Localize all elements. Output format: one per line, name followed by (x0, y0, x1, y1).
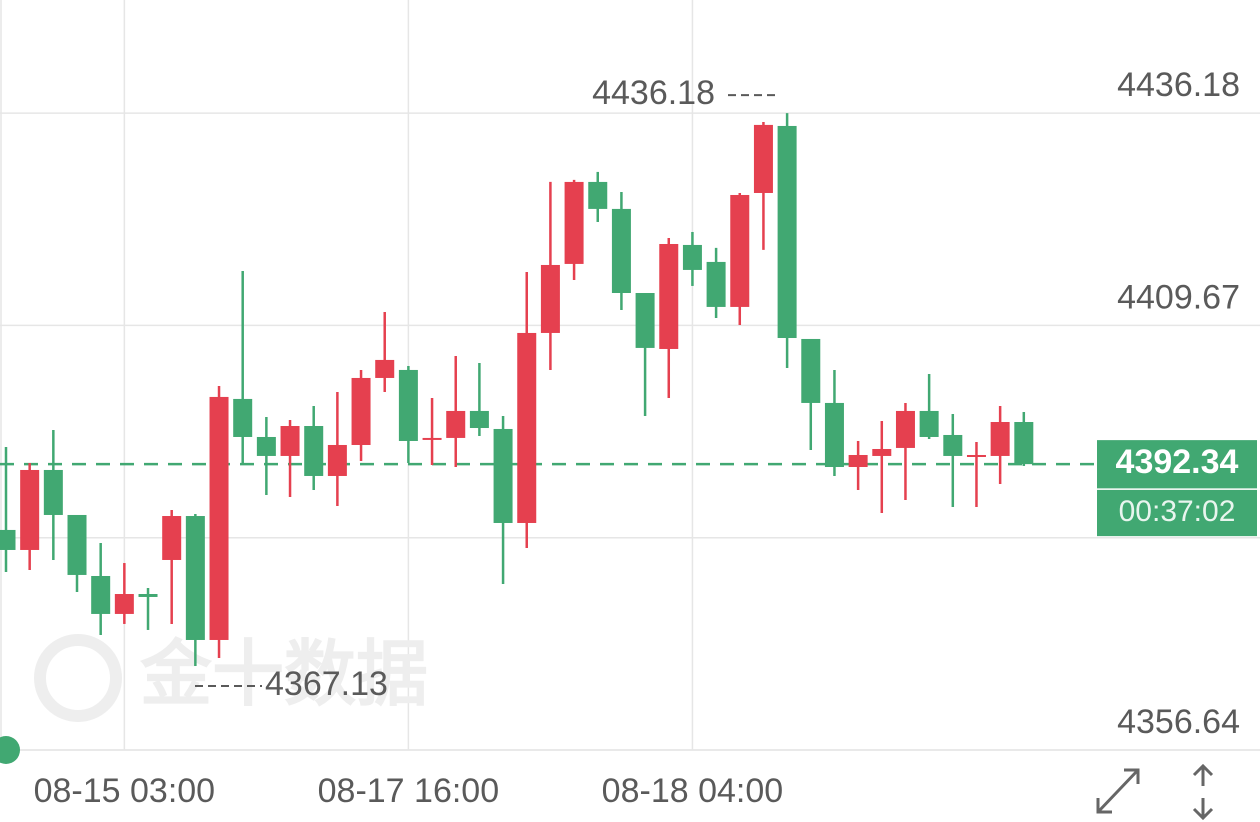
candle-body (753, 124, 773, 193)
y-tick-label: 4356.64 (1117, 703, 1240, 741)
candle-body (564, 181, 584, 264)
candle-body (280, 426, 300, 456)
candle-body (966, 454, 986, 457)
candle-body (162, 516, 182, 560)
candle-body (990, 422, 1010, 456)
watermark-logo (34, 634, 122, 722)
candle-body (114, 594, 134, 614)
candle-body (635, 293, 655, 348)
candle-body (588, 181, 608, 209)
watermark: 金十数据 (139, 635, 428, 715)
candle-body (91, 575, 111, 614)
x-tick-label: 08-15 03:00 (34, 772, 216, 810)
candle-body (138, 594, 158, 597)
candle-body (540, 264, 560, 333)
candle-body (611, 208, 631, 294)
last-price-label: 4392.34 (1116, 443, 1239, 481)
candle-body (730, 194, 750, 307)
candle-body (919, 410, 939, 437)
low-annotation: 4367.13 (265, 665, 388, 703)
candle-body (895, 410, 915, 448)
candle-body (659, 243, 679, 349)
candle-body (943, 434, 963, 456)
countdown: 00:37:02 (1119, 495, 1236, 528)
candle-body (493, 428, 513, 523)
candle-body (20, 469, 40, 550)
candle-body (706, 261, 726, 307)
candle-body (446, 410, 466, 438)
candle-body (209, 396, 229, 640)
candle-body (304, 426, 324, 476)
candle-body (682, 244, 702, 270)
candle-body (67, 514, 87, 575)
candle-body (1014, 422, 1034, 465)
y-tick-label: 4409.67 (1117, 278, 1240, 316)
candle-body (327, 444, 347, 476)
candle-body (0, 529, 16, 550)
indicator-dot (0, 736, 20, 764)
expand-icon[interactable] (1096, 768, 1140, 814)
candle-body (848, 454, 868, 468)
high-annotation: 4436.18 (592, 74, 715, 112)
x-tick-label: 08-17 16:00 (318, 772, 500, 810)
candle-body (398, 369, 418, 441)
last-price-box (1097, 440, 1257, 537)
candle-body (233, 398, 253, 437)
candle-body (43, 469, 63, 515)
candle-body (256, 436, 276, 456)
candle-body (824, 402, 844, 468)
candle-body (872, 448, 892, 456)
candle-body (777, 125, 797, 339)
candle-body (422, 437, 442, 440)
x-tick-label: 08-18 04:00 (602, 772, 784, 810)
candle-body (351, 377, 371, 445)
y-tick-label: 4436.18 (1117, 66, 1240, 104)
candle-body (469, 410, 489, 429)
scale-icon[interactable] (1192, 763, 1214, 821)
candle-body (801, 338, 821, 403)
candle-body (517, 332, 537, 523)
candle-body (185, 516, 205, 640)
candle-body (375, 359, 395, 378)
